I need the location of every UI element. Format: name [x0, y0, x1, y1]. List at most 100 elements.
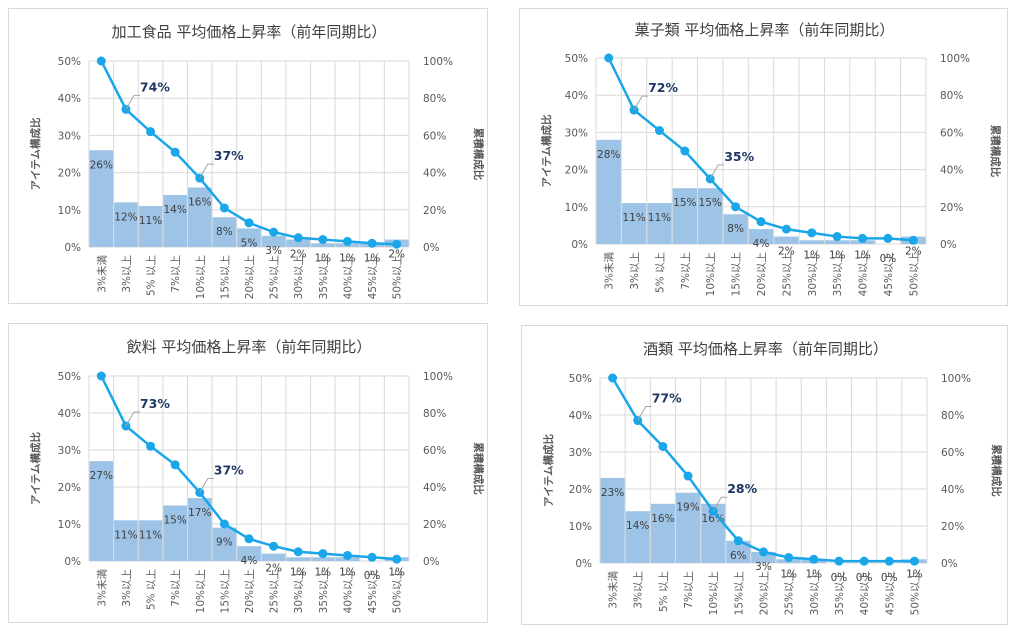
- x-tick-label: 45%以上: [367, 569, 379, 613]
- y2-tick-label: 20%: [423, 519, 446, 531]
- cumulative-point: [608, 373, 618, 383]
- cumulative-point: [342, 550, 352, 560]
- bar-value-label: 11%: [139, 529, 162, 541]
- bar-value-label: 11%: [139, 215, 162, 227]
- annotation-leader-line: [712, 496, 728, 512]
- x-tick-label: 3%未満: [96, 255, 108, 293]
- bar-value-label: 8%: [216, 226, 233, 238]
- bar-value-label: 12%: [114, 211, 137, 223]
- y2-tick-label: 100%: [941, 373, 971, 385]
- bar-value-label: 0%: [881, 572, 898, 584]
- bar: [138, 520, 163, 561]
- x-tick-label: 35%以上: [832, 252, 844, 296]
- y-tick-label: 0%: [575, 558, 592, 570]
- bar: [625, 511, 650, 563]
- bar: [114, 520, 138, 561]
- bar-value-label: 4%: [241, 555, 258, 567]
- y2-tick-label: 40%: [940, 165, 963, 177]
- bar: [286, 239, 311, 247]
- x-tick-label: 15%以上: [733, 571, 745, 615]
- y2-tick-label: 80%: [941, 410, 964, 422]
- annotation-label: 72%: [648, 80, 678, 95]
- y2-tick-label: 20%: [941, 521, 964, 533]
- y2-tick-label: 60%: [941, 447, 964, 459]
- x-tick-label: 45%以上: [367, 255, 379, 299]
- y-tick-label: 10%: [569, 521, 592, 533]
- cumulative-point: [784, 552, 794, 562]
- x-tick-label: 7%以上: [680, 252, 692, 290]
- cumulative-point: [96, 371, 106, 381]
- x-tick-label: 30%以上: [807, 252, 819, 296]
- cumulative-point: [809, 554, 819, 564]
- bar-value-label: 1%: [854, 249, 871, 261]
- chart-panel-processed-food: 加工食品 平均価格上昇率（前年同期比） 0% 10% 20% 30% 40% 50% 0% 20…: [8, 8, 488, 304]
- bar-value-label: 3%: [755, 561, 772, 573]
- cumulative-point: [219, 519, 229, 529]
- bar-value-label: 19%: [676, 502, 699, 514]
- cumulative-point: [883, 233, 893, 243]
- bar: [723, 214, 748, 244]
- annotation-leader-line: [199, 163, 214, 179]
- y2-tick-label: 20%: [423, 205, 446, 217]
- y-tick-label: 40%: [565, 90, 588, 102]
- cumulative-point: [170, 147, 180, 157]
- bar-value-label: 1%: [780, 568, 797, 580]
- chart-panel-alcohol: 酒類 平均価格上昇率（前年同期比） 0% 10% 20% 30% 40% 50% 0% 20% 4…: [521, 325, 1008, 625]
- x-tick-label: 45%以上: [883, 252, 895, 296]
- annotation-leader-line: [199, 478, 214, 493]
- bar: [824, 240, 850, 244]
- cumulative-point: [170, 460, 180, 470]
- bar: [89, 461, 114, 561]
- y-tick-label: 40%: [58, 93, 81, 105]
- bar: [672, 188, 698, 244]
- y-tick-label: 20%: [565, 165, 588, 177]
- bar-value-label: 0%: [856, 572, 873, 584]
- annotation-leader-line: [709, 164, 725, 180]
- bar: [187, 498, 212, 561]
- bar: [261, 553, 286, 561]
- annotation-label: 37%: [214, 463, 244, 478]
- chart-svg: 加工食品 平均価格上昇率（前年同期比） 0% 10% 20% 30% 40% 50% 0% 20…: [29, 23, 485, 299]
- chart-svg: 酒類 平均価格上昇率（前年同期比） 0% 10% 20% 30% 40% 50% 0% 20% 4…: [542, 340, 1003, 615]
- cumulative-point: [146, 127, 156, 137]
- x-tick-label: 5% 以上: [658, 571, 670, 612]
- cumulative-point: [96, 56, 106, 66]
- bar-value-label: 23%: [601, 487, 624, 499]
- x-tick-label: 40%以上: [858, 252, 870, 296]
- cumulative-point: [884, 556, 894, 566]
- cumulative-point: [680, 146, 690, 156]
- y2-axis-label: 累積構成比: [990, 444, 1003, 497]
- y2-tick-label: 40%: [941, 484, 964, 496]
- cumulative-point: [781, 224, 791, 234]
- cumulative-point: [708, 506, 718, 516]
- x-tick-label: 3%未満: [96, 569, 108, 607]
- bar-value-label: 4%: [753, 238, 770, 250]
- bar-value-label: 11%: [648, 212, 671, 224]
- y2-tick-label: 40%: [423, 168, 446, 180]
- cumulative-point: [858, 233, 868, 243]
- bar-value-label: 1%: [364, 252, 381, 264]
- y2-tick-label: 0%: [940, 239, 957, 251]
- y2-tick-label: 0%: [423, 556, 440, 568]
- chart-svg: 菓子類 平均価格上昇率（前年同期比） 0% 10% 20% 30% 40% 50% 0% 20%…: [540, 21, 1002, 296]
- x-tick-label: 35%以上: [318, 255, 330, 299]
- y-tick-label: 0%: [64, 242, 81, 254]
- chart-title: 菓子類 平均価格上昇率（前年同期比）: [635, 21, 895, 39]
- x-tick-label: 30%以上: [809, 571, 821, 615]
- bar-value-label: 28%: [597, 149, 620, 161]
- cumulative-point: [604, 53, 614, 63]
- bar-value-label: 15%: [673, 197, 696, 209]
- cumulative-point: [731, 202, 741, 212]
- bar-value-label: 2%: [778, 246, 795, 258]
- cumulative-point: [392, 554, 402, 564]
- cumulative-point: [121, 421, 131, 431]
- bar: [286, 557, 311, 561]
- bar-value-label: 15%: [699, 197, 722, 209]
- x-tick-label: 10%以上: [195, 255, 207, 299]
- cumulative-point: [733, 536, 743, 546]
- bar-value-label: 2%: [290, 249, 307, 261]
- bar: [163, 194, 187, 247]
- bar-value-label: 1%: [339, 252, 356, 264]
- bar: [311, 557, 335, 561]
- x-tick-label: 3%以上: [633, 571, 645, 609]
